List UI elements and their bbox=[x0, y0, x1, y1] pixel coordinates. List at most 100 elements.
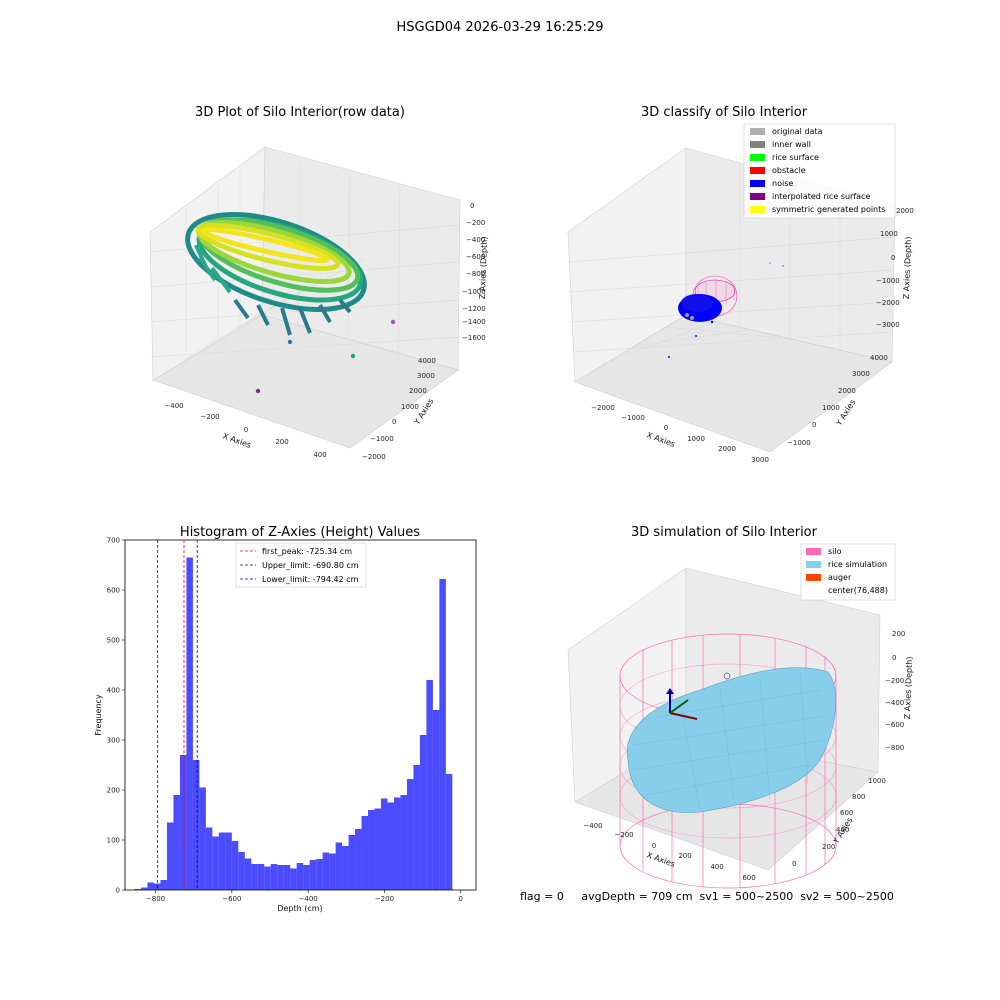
svg-text:3000: 3000 bbox=[417, 372, 435, 380]
legend-label: first_peak: -725.34 cm bbox=[262, 547, 352, 556]
histogram-reference-lines bbox=[157, 540, 198, 890]
histogram-bar bbox=[160, 880, 167, 890]
svg-text:800: 800 bbox=[852, 793, 865, 801]
simulation-y-label: Y Axies bbox=[831, 816, 855, 846]
svg-text:−2000: −2000 bbox=[876, 299, 900, 307]
legend-label: rice surface bbox=[772, 153, 819, 162]
svg-text:0: 0 bbox=[392, 418, 396, 426]
histogram-bar bbox=[381, 798, 388, 890]
histogram-bar bbox=[413, 765, 420, 890]
simulation-legend: silo rice simulation auger center(76,488… bbox=[800, 543, 896, 601]
svg-text:0: 0 bbox=[892, 654, 896, 662]
histogram-y-label: Frequency bbox=[94, 694, 103, 736]
status-footer: flag = 0 avgDepth = 709 cm sv1 = 500~250… bbox=[520, 890, 894, 903]
histogram-y-tick-label: 700 bbox=[107, 537, 120, 545]
histogram-x-tick-label: −800 bbox=[146, 895, 165, 903]
svg-text:−400: −400 bbox=[164, 402, 183, 410]
svg-text:4000: 4000 bbox=[870, 354, 888, 362]
svg-text:600: 600 bbox=[742, 874, 755, 882]
svg-text:−1400: −1400 bbox=[462, 318, 486, 326]
histogram-y-tick-label: 100 bbox=[107, 837, 120, 845]
svg-text:−1200: −1200 bbox=[462, 305, 486, 313]
svg-text:0: 0 bbox=[470, 202, 474, 210]
histogram-x-tick-label: −400 bbox=[299, 895, 318, 903]
legend-swatch bbox=[750, 206, 765, 213]
histogram-bar bbox=[393, 797, 401, 890]
svg-text:1000: 1000 bbox=[822, 404, 840, 412]
histogram-bar bbox=[445, 774, 453, 890]
legend-swatch bbox=[806, 548, 821, 555]
svg-text:−200: −200 bbox=[200, 413, 219, 421]
histogram-y-ticks: 0 100 200 300 400 500 600 700 bbox=[107, 537, 125, 895]
svg-text:0: 0 bbox=[652, 842, 656, 850]
svg-text:1000: 1000 bbox=[880, 230, 898, 238]
panel-classify-3d: 3D classify of Silo Interior original da… bbox=[567, 105, 914, 464]
svg-text:−200: −200 bbox=[885, 677, 904, 685]
rice-surface bbox=[626, 667, 837, 813]
histogram-bar bbox=[199, 787, 206, 890]
histogram-bar bbox=[270, 864, 278, 890]
simulation-x-ticks: −400 −200 0 200 400 600 bbox=[583, 822, 755, 882]
panel-raw-3d: 3D Plot of Silo Interior(row data) bbox=[149, 105, 489, 461]
svg-text:1000: 1000 bbox=[868, 777, 886, 785]
histogram-bar bbox=[153, 883, 161, 890]
histogram-bar bbox=[244, 858, 252, 890]
pane-floor bbox=[574, 314, 893, 453]
legend-label: inner wall bbox=[772, 140, 811, 149]
histogram-x-tick-label: 0 bbox=[459, 895, 463, 903]
histogram-bar bbox=[309, 860, 317, 890]
panel-classify-title: 3D classify of Silo Interior bbox=[641, 105, 808, 120]
classify-x-label: X Axies bbox=[645, 430, 676, 449]
histogram-bar bbox=[225, 832, 232, 890]
histogram-y-tick-label: 200 bbox=[107, 787, 120, 795]
svg-text:400: 400 bbox=[710, 863, 723, 871]
svg-text:−800: −800 bbox=[466, 270, 485, 278]
legend-swatch bbox=[806, 574, 821, 581]
pane-floor bbox=[152, 314, 459, 449]
histogram-x-tick-label: −600 bbox=[222, 895, 241, 903]
legend-swatch bbox=[750, 141, 765, 148]
svg-text:−200: −200 bbox=[466, 219, 485, 227]
classify-point-cloud bbox=[668, 262, 784, 358]
classify-z-ticks: 2000 1000 0 −1000 −2000 −3000 bbox=[876, 207, 914, 329]
histogram-bars bbox=[134, 557, 453, 890]
auger-axes-icon bbox=[666, 672, 731, 720]
figure-suptitle: HSGGD04 2026-03-29 16:25:29 bbox=[397, 20, 604, 35]
svg-text:0: 0 bbox=[891, 254, 895, 262]
legend-swatch bbox=[750, 193, 765, 200]
legend-swatch bbox=[750, 180, 765, 187]
histogram-y-tick-label: 0 bbox=[116, 887, 120, 895]
legend-label: Lower_limit: -794.42 cm bbox=[262, 575, 359, 584]
histogram-bar bbox=[329, 853, 336, 890]
svg-text:0: 0 bbox=[664, 424, 668, 432]
svg-text:−1000: −1000 bbox=[787, 439, 811, 447]
histogram-bar bbox=[218, 832, 226, 890]
svg-text:−2000: −2000 bbox=[591, 404, 615, 412]
histogram-bar bbox=[387, 802, 394, 890]
histogram-bar bbox=[368, 810, 375, 890]
histogram-bar bbox=[173, 795, 180, 890]
raw-y-ticks: −2000 −1000 0 1000 2000 3000 4000 bbox=[362, 357, 436, 461]
legend-label: interpolated rice surface bbox=[772, 192, 870, 201]
simulation-y-ticks: 0 200 400 600 800 1000 bbox=[792, 777, 886, 868]
legend-swatch bbox=[750, 128, 765, 135]
legend-label: noise bbox=[772, 179, 793, 188]
panel-histogram: Histogram of Z-Axies (Height) Values −80… bbox=[94, 525, 477, 913]
panel-simulation-title: 3D simulation of Silo Interior bbox=[631, 525, 818, 540]
legend-swatch bbox=[750, 167, 765, 174]
histogram-bar bbox=[316, 859, 323, 890]
svg-text:−200: −200 bbox=[614, 831, 633, 839]
svg-text:−1600: −1600 bbox=[462, 334, 486, 342]
histogram-bar bbox=[264, 866, 271, 890]
svg-text:0: 0 bbox=[792, 860, 796, 868]
svg-text:0: 0 bbox=[812, 421, 816, 429]
histogram-bar bbox=[179, 755, 187, 890]
svg-text:−1000: −1000 bbox=[462, 288, 486, 296]
legend-label: symmetric generated points bbox=[772, 205, 885, 214]
svg-text:1000: 1000 bbox=[401, 403, 419, 411]
classify-legend: original data inner wall rice surface ob… bbox=[743, 123, 896, 219]
histogram-bar bbox=[355, 829, 362, 890]
histogram-bar bbox=[439, 579, 446, 890]
raw-point-cloud bbox=[185, 212, 396, 394]
histogram-bar bbox=[283, 865, 291, 890]
